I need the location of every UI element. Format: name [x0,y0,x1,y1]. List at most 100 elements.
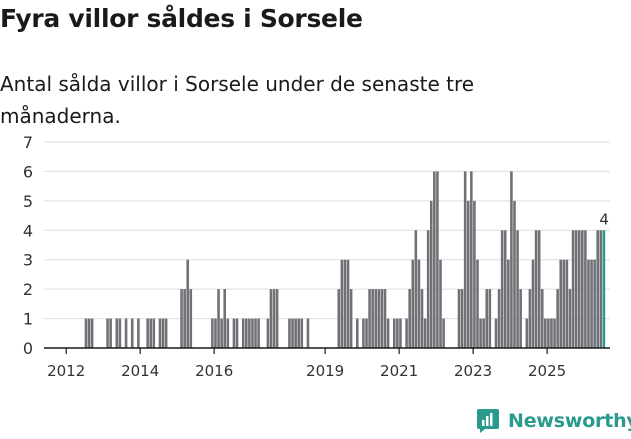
bar [226,318,230,348]
y-tick-label: 5 [23,192,33,211]
bar [574,230,578,348]
bars [84,171,606,348]
x-tick-label: 2025 [528,362,566,380]
bar [346,259,350,348]
labels: 0 1 2 3 4 5 6 7 2012 2014 2016 2019 2021 2023 2025 4 [23,133,609,380]
bar [485,289,489,348]
bar [291,318,294,348]
bar [337,289,341,348]
bar [516,230,519,348]
bar [497,289,501,348]
bar [519,289,522,348]
bar [300,318,304,348]
bar [106,318,109,348]
bar [149,318,153,348]
x-tick-label: 2012 [47,362,85,380]
bar [183,289,186,348]
bar [429,200,433,348]
bar [547,318,550,348]
bar [340,259,344,348]
bar [392,318,396,348]
bar [442,318,445,348]
bar [426,230,430,348]
bar [581,230,584,348]
bar [180,289,183,348]
bar [439,259,442,348]
bar [417,259,421,348]
bar [423,318,427,348]
bar [587,259,590,348]
axes [44,347,610,354]
bar [355,318,359,348]
bar [380,289,384,348]
bar [411,259,415,348]
bar [124,318,128,348]
bar [568,289,572,348]
bar [109,318,112,348]
bar [223,289,227,348]
x-tick-label: 2021 [380,362,418,380]
bar [386,318,390,348]
bar [152,318,156,348]
bar [571,230,575,348]
bar [565,259,569,348]
bar [473,200,476,348]
bar [479,318,482,348]
bar [211,318,214,348]
bar [269,289,273,348]
bar [254,318,257,348]
bar [343,259,347,348]
bar [161,318,165,348]
bar [365,318,368,348]
bar [562,259,566,348]
bar [137,318,140,348]
bar [257,318,260,348]
y-tick-label: 2 [23,280,33,299]
y-tick-label: 6 [23,162,33,181]
bar [232,318,236,348]
bar [297,318,300,348]
bar [186,259,190,348]
bar [537,230,541,348]
y-tick-label: 7 [23,133,33,152]
bar [436,171,439,348]
bar [164,318,168,348]
bar [513,200,516,348]
bar [84,318,88,348]
bar [510,171,513,348]
bar [540,289,544,348]
bar [593,259,596,348]
bar [115,318,119,348]
bar [584,230,587,348]
bar [118,318,122,348]
bar [463,171,467,348]
bar [396,318,399,348]
bar [528,289,532,348]
bar-chart: 0 1 2 3 4 5 6 7 2012 2014 2016 2019 2021 2023 2025 4 [23,133,610,380]
gridlines [44,141,610,320]
chart-title: Fyra villor såldes i Sorsele [0,4,363,33]
x-tick-label: 2023 [454,362,492,380]
bar [189,289,193,348]
bar [550,318,553,348]
bar [500,230,504,348]
bar [466,200,470,348]
bar [217,289,220,348]
bar [383,289,387,348]
bar [556,289,559,348]
bar [433,171,436,348]
bar [374,289,378,348]
bar [544,318,547,348]
chart-subtitle: Antal sålda villor i Sorsele under de se… [0,72,475,128]
bar [275,289,279,348]
bar [577,230,581,348]
bar [414,230,418,348]
bar [90,318,94,348]
bar [457,289,461,348]
bar [362,318,365,348]
bar [349,289,353,348]
bar [525,318,529,348]
x-tick-label: 2016 [195,362,233,380]
bar [420,289,424,348]
x-tick-label: 2014 [121,362,159,380]
